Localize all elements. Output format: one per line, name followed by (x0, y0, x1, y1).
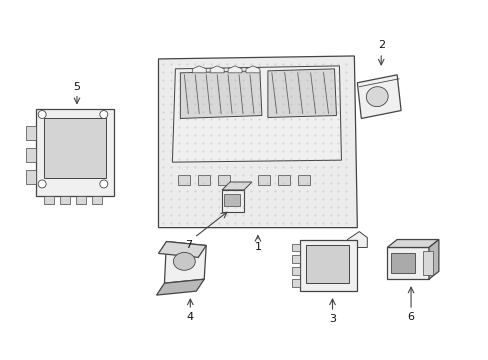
Text: 6: 6 (407, 312, 414, 322)
Text: 4: 4 (186, 312, 193, 322)
Ellipse shape (173, 252, 195, 270)
Bar (291, 255, 299, 264)
Bar (297, 175, 309, 185)
Bar (218, 175, 230, 185)
Bar (92, 196, 102, 204)
Bar (178, 175, 190, 185)
Text: 5: 5 (73, 82, 81, 92)
Polygon shape (192, 66, 206, 73)
Bar (390, 253, 414, 273)
Polygon shape (222, 182, 251, 190)
Bar (224, 194, 240, 206)
Text: 1: 1 (254, 243, 261, 252)
Bar (26, 148, 36, 162)
Bar (36, 109, 114, 196)
Polygon shape (267, 69, 336, 117)
Bar (26, 126, 36, 140)
Text: 3: 3 (328, 314, 335, 324)
Polygon shape (346, 231, 366, 247)
Polygon shape (245, 66, 260, 73)
Circle shape (38, 180, 46, 188)
Circle shape (38, 111, 46, 118)
Text: 7: 7 (184, 240, 191, 251)
Bar (198, 175, 210, 185)
Ellipse shape (366, 87, 387, 107)
Polygon shape (428, 239, 438, 279)
Polygon shape (180, 71, 262, 118)
Bar (76, 196, 86, 204)
Text: 2: 2 (377, 40, 384, 50)
Bar (257, 175, 269, 185)
Bar (44, 118, 105, 178)
Circle shape (100, 180, 107, 188)
Bar (291, 243, 299, 251)
Bar (299, 239, 357, 291)
Bar (222, 190, 244, 212)
Polygon shape (227, 66, 242, 73)
Polygon shape (156, 279, 204, 295)
Bar (422, 251, 432, 275)
Polygon shape (164, 242, 206, 283)
Polygon shape (357, 75, 400, 118)
Bar (291, 267, 299, 275)
Bar (305, 246, 349, 283)
Bar (26, 170, 36, 184)
Polygon shape (210, 66, 224, 73)
Polygon shape (158, 242, 206, 257)
Polygon shape (172, 66, 341, 162)
Polygon shape (386, 239, 438, 247)
Bar (277, 175, 289, 185)
Polygon shape (158, 56, 357, 228)
Circle shape (100, 111, 107, 118)
Bar (291, 279, 299, 287)
Bar (386, 247, 428, 279)
Bar (60, 196, 70, 204)
Bar (44, 196, 54, 204)
